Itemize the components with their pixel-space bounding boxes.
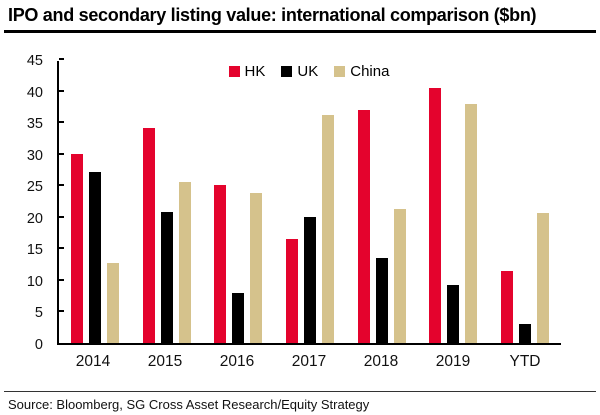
x-axis-labels: 2014 2015 2016 2017 2018 2019 YTD bbox=[57, 353, 561, 371]
y-tick-mark-45 bbox=[59, 58, 64, 60]
legend-label-hk: HK bbox=[244, 63, 266, 80]
bar-group-2015 bbox=[142, 128, 191, 343]
bar-group-2019 bbox=[429, 88, 478, 343]
legend-swatch-icon bbox=[334, 66, 346, 77]
plot-area bbox=[57, 58, 561, 345]
y-axis-labels: 0 5 10 15 20 25 30 35 40 45 bbox=[0, 53, 47, 353]
bar-china-2015 bbox=[178, 182, 191, 343]
y-tick-label-5: 5 bbox=[34, 305, 43, 322]
legend-swatch-icon bbox=[228, 66, 240, 77]
chart-title: IPO and secondary listing value: interna… bbox=[8, 5, 537, 25]
bar-group-2017 bbox=[285, 115, 334, 343]
y-tick-mark-40 bbox=[59, 89, 64, 92]
x-axis-label-2016: 2016 bbox=[219, 353, 255, 370]
chart-footer: Source: Bloomberg, SG Cross Asset Resear… bbox=[4, 391, 596, 412]
bar-hk-2019 bbox=[429, 88, 442, 343]
bar-china-2016 bbox=[250, 193, 263, 343]
legend-label-uk: UK bbox=[297, 63, 319, 80]
bar-china-2014 bbox=[106, 263, 119, 343]
bar-hk-2017 bbox=[285, 238, 298, 343]
bar-uk-2015 bbox=[160, 212, 173, 343]
bar-uk-2016 bbox=[232, 292, 245, 343]
y-tick-label-0: 0 bbox=[34, 337, 43, 353]
bar-uk-ytd bbox=[519, 324, 532, 343]
y-tick-label-10: 10 bbox=[26, 273, 43, 290]
bar-chart: 0 5 10 15 20 25 30 35 40 45 HK UK China 2014 2015 201… bbox=[0, 33, 600, 387]
y-tick-mark-5 bbox=[59, 310, 64, 313]
x-axis-label-2017: 2017 bbox=[291, 353, 327, 370]
bar-hk-2018 bbox=[357, 110, 370, 343]
y-tick-mark-15 bbox=[59, 247, 64, 250]
y-tick-label-35: 35 bbox=[26, 116, 43, 133]
x-axis-label-2015: 2015 bbox=[147, 353, 183, 370]
bar-china-2017 bbox=[321, 115, 334, 343]
bar-uk-2017 bbox=[303, 217, 316, 343]
legend-label-china: China bbox=[350, 63, 390, 80]
bar-hk-2014 bbox=[70, 153, 83, 343]
y-tick-label-40: 40 bbox=[26, 84, 43, 101]
x-axis-label-2014: 2014 bbox=[75, 353, 111, 370]
y-tick-mark-25 bbox=[59, 184, 64, 187]
bar-china-ytd bbox=[537, 213, 550, 343]
y-tick-mark-35 bbox=[59, 121, 64, 124]
y-tick-label-25: 25 bbox=[26, 179, 43, 196]
chart-header: IPO and secondary listing value: interna… bbox=[4, 0, 596, 33]
bar-china-2019 bbox=[465, 103, 478, 343]
bar-uk-2018 bbox=[375, 258, 388, 343]
legend-swatch-icon bbox=[281, 66, 293, 77]
y-tick-mark-20 bbox=[59, 215, 64, 218]
x-axis-label-2019: 2019 bbox=[435, 353, 471, 370]
bar-groups bbox=[59, 61, 561, 343]
bar-hk-2015 bbox=[142, 128, 155, 343]
bar-uk-2019 bbox=[447, 284, 460, 343]
bar-china-2018 bbox=[393, 209, 406, 343]
bar-group-2018 bbox=[357, 110, 406, 343]
bar-group-ytd bbox=[501, 213, 550, 343]
y-tick-mark-10 bbox=[59, 278, 64, 281]
y-tick-mark-30 bbox=[59, 152, 64, 155]
source-note: Source: Bloomberg, SG Cross Asset Resear… bbox=[8, 397, 370, 412]
bar-hk-ytd bbox=[501, 271, 514, 343]
bar-hk-2016 bbox=[214, 185, 227, 343]
y-tick-label-20: 20 bbox=[26, 210, 43, 227]
y-tick-label-15: 15 bbox=[26, 242, 43, 259]
legend-item-china: China bbox=[334, 63, 389, 80]
bar-group-2016 bbox=[214, 185, 263, 343]
y-tick-label-45: 45 bbox=[26, 53, 43, 69]
x-axis-label-ytd: YTD bbox=[509, 353, 541, 370]
legend-item-uk: UK bbox=[281, 63, 318, 80]
legend-item-hk: HK bbox=[228, 63, 266, 80]
chart-legend: HK UK China bbox=[57, 63, 561, 80]
x-axis-label-2018: 2018 bbox=[363, 353, 399, 370]
bar-group-2014 bbox=[70, 153, 119, 343]
y-tick-label-30: 30 bbox=[26, 147, 43, 164]
bar-uk-2014 bbox=[88, 171, 101, 343]
